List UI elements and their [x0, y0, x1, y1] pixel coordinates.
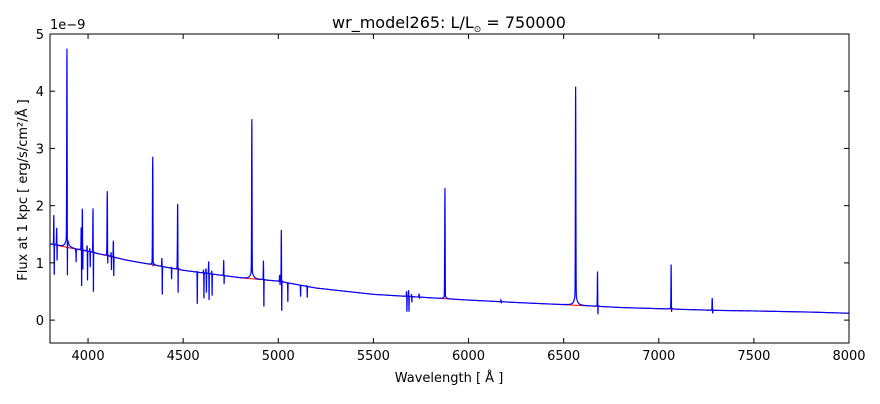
x-tick-label: 7000 [642, 349, 675, 364]
y-tick-label: 4 [36, 85, 44, 100]
y-tick-label: 2 [36, 200, 44, 215]
y-tick-label: 5 [36, 28, 44, 43]
x-tick-label: 8000 [832, 349, 865, 364]
y-offset-label: 1e−9 [50, 18, 85, 33]
chart-title: wr_model265: L/L⊙ = 750000 [332, 13, 566, 35]
x-tick-label: 5500 [357, 349, 390, 364]
y-tick-label: 3 [36, 142, 44, 157]
continuum-line [50, 243, 849, 314]
x-tick-label: 6000 [452, 349, 485, 364]
x-tick-label: 4500 [167, 349, 200, 364]
x-tick-label: 5000 [262, 349, 295, 364]
spectrum-line [50, 48, 849, 315]
y-tick-label: 1 [36, 257, 44, 272]
x-tick-label: 7500 [737, 349, 770, 364]
x-tick-label: 6500 [547, 349, 580, 364]
plot-frame [49, 33, 850, 344]
y-tick-label: 0 [36, 314, 44, 329]
x-tick-label: 4000 [72, 349, 105, 364]
x-axis-label: Wavelength [ Å ] [395, 370, 504, 386]
y-axis-label: Flux at 1 kpc [ erg/s/cm²/Å ] [15, 99, 31, 280]
